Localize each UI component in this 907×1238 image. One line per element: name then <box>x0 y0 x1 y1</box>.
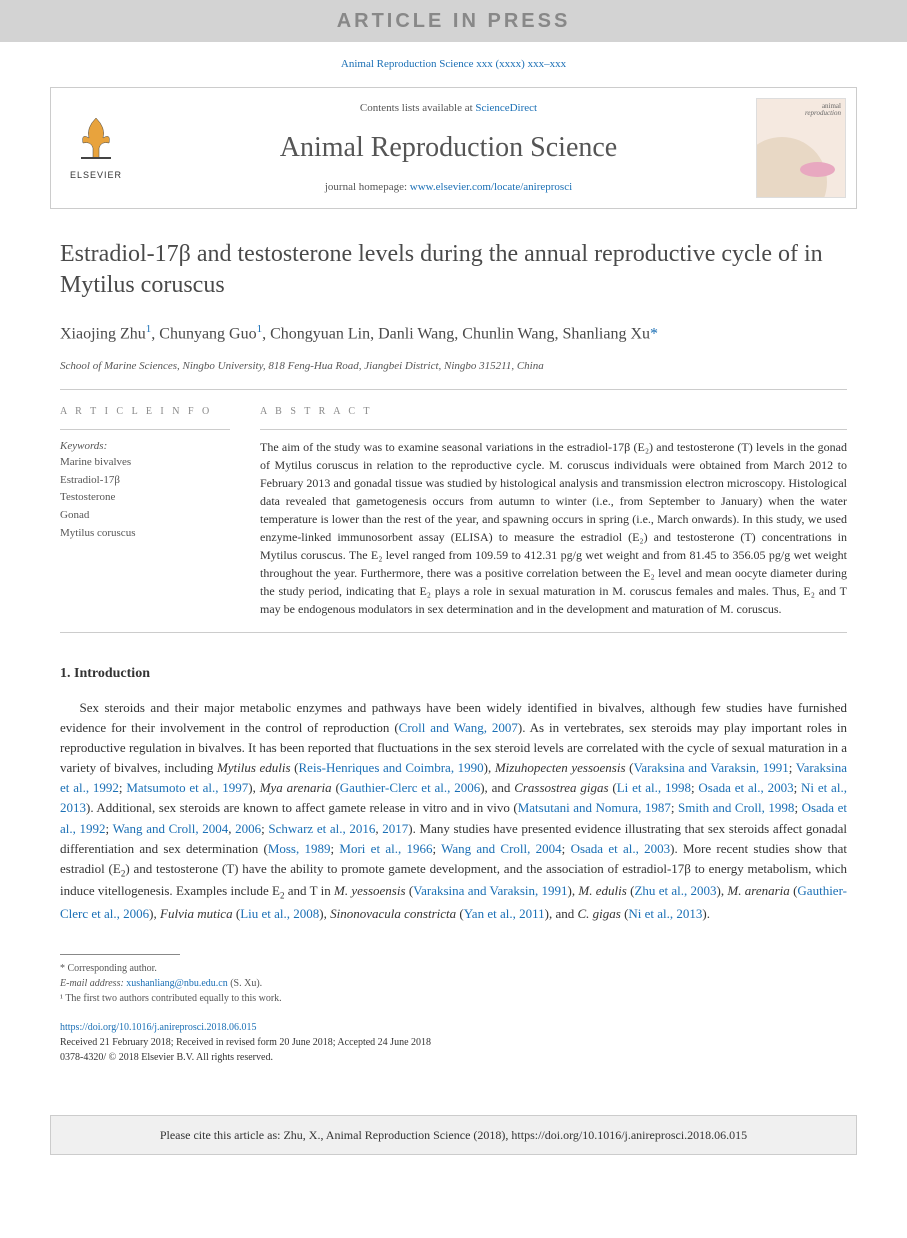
sciencedirect-link[interactable]: ScienceDirect <box>475 102 537 114</box>
citation-header: Animal Reproduction Science xxx (xxxx) x… <box>0 42 907 87</box>
footnote-separator <box>60 954 180 955</box>
contents-lists-line: Contents lists available at ScienceDirec… <box>141 100 756 117</box>
separator <box>60 632 847 633</box>
keyword: Marine bivalves <box>60 454 230 472</box>
elsevier-logo-text: ELSEVIER <box>61 169 131 183</box>
journal-homepage-link[interactable]: www.elsevier.com/locate/anireprosci <box>410 181 572 193</box>
email-label: E-mail address: <box>60 978 126 989</box>
issn-copyright: 0378-4320/ © 2018 Elsevier B.V. All righ… <box>60 1052 273 1063</box>
email-line: E-mail address: xushanliang@nbu.edu.cn (… <box>60 976 847 991</box>
elsevier-tree-icon <box>71 113 121 163</box>
journal-cover-thumbnail: animal reproduction <box>756 98 846 198</box>
article-info-label: A R T I C L E I N F O <box>60 404 230 419</box>
abstract-label: A B S T R A C T <box>260 404 847 419</box>
header-center: Contents lists available at ScienceDirec… <box>141 100 756 195</box>
abstract-text: The aim of the study was to examine seas… <box>260 438 847 618</box>
doi-link[interactable]: https://doi.org/10.1016/j.anireprosci.20… <box>60 1022 256 1033</box>
journal-homepage-line: journal homepage: www.elsevier.com/locat… <box>141 179 756 196</box>
keywords-list: Marine bivalves Estradiol-17β Testostero… <box>60 454 230 542</box>
cover-label: animal reproduction <box>805 103 841 118</box>
homepage-prefix: journal homepage: <box>325 181 410 193</box>
keywords-label: Keywords: <box>60 438 230 455</box>
separator <box>60 389 847 390</box>
article-history: Received 21 February 2018; Received in r… <box>60 1037 431 1048</box>
journal-name: Animal Reproduction Science <box>141 117 756 179</box>
introduction-paragraph: Sex steroids and their major metabolic e… <box>60 698 847 924</box>
separator <box>260 429 847 430</box>
elsevier-logo: ELSEVIER <box>51 113 141 182</box>
corresponding-email-link[interactable]: xushanliang@nbu.edu.cn <box>126 978 227 989</box>
info-abstract-row: A R T I C L E I N F O Keywords: Marine b… <box>60 404 847 618</box>
article-title: Estradiol-17β and testosterone levels du… <box>60 239 847 301</box>
cite-this-article-box: Please cite this article as: Zhu, X., An… <box>50 1115 857 1155</box>
keyword: Mytilus coruscus <box>60 525 230 543</box>
journal-header-box: ELSEVIER Contents lists available at Sci… <box>50 87 857 209</box>
abstract-column: A B S T R A C T The aim of the study was… <box>260 404 847 618</box>
author-list: Xiaojing Zhu1, Chunyang Guo1, Chongyuan … <box>60 321 847 346</box>
main-content: Estradiol-17β and testosterone levels du… <box>0 209 907 1096</box>
keyword: Gonad <box>60 507 230 525</box>
affiliation: School of Marine Sciences, Ningbo Univer… <box>60 358 847 375</box>
article-info-column: A R T I C L E I N F O Keywords: Marine b… <box>60 404 230 618</box>
equal-contribution-note: ¹ The first two authors contributed equa… <box>60 991 847 1006</box>
section-1-heading: 1. Introduction <box>60 663 847 684</box>
contents-prefix: Contents lists available at <box>360 102 475 114</box>
keyword: Estradiol-17β <box>60 472 230 490</box>
corresponding-author-note: * Corresponding author. <box>60 961 847 976</box>
article-in-press-banner: ARTICLE IN PRESS <box>0 0 907 42</box>
separator <box>60 429 230 430</box>
doi-block: https://doi.org/10.1016/j.anireprosci.20… <box>60 1020 847 1065</box>
email-suffix: (S. Xu). <box>228 978 262 989</box>
keyword: Testosterone <box>60 489 230 507</box>
footnotes: * Corresponding author. E-mail address: … <box>60 961 847 1006</box>
